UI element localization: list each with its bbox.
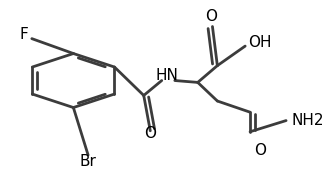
Text: F: F [19, 27, 28, 42]
Text: O: O [144, 126, 156, 141]
Text: HN: HN [155, 68, 178, 83]
Text: Br: Br [80, 154, 97, 169]
Text: OH: OH [248, 35, 272, 50]
Text: NH2: NH2 [291, 113, 324, 128]
Text: O: O [254, 143, 266, 158]
Text: O: O [205, 9, 217, 24]
